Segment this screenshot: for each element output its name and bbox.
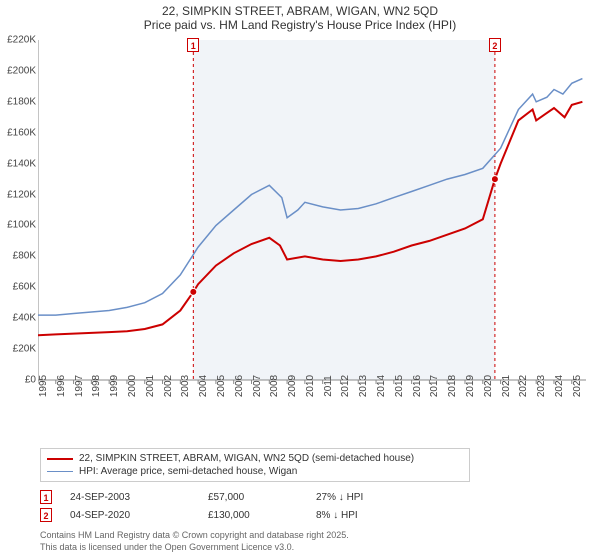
y-tick-label: £200K — [2, 65, 36, 76]
price-chart: £0£20K£40K£60K£80K£100K£120K£140K£160K£1… — [38, 38, 586, 408]
y-tick-label: £120K — [2, 189, 36, 200]
y-tick-label: £20K — [2, 344, 36, 355]
sale-date: 04-SEP-2020 — [70, 510, 190, 521]
chart-svg — [38, 38, 586, 408]
sale-point-row: 2 04-SEP-2020 £130,000 8% ↓ HPI — [40, 506, 596, 524]
chart-marker-2: 2 — [489, 38, 501, 52]
attribution-line: Contains HM Land Registry data © Crown c… — [40, 530, 596, 542]
chart-marker-1: 1 — [187, 38, 199, 52]
legend: 22, SIMPKIN STREET, ABRAM, WIGAN, WN2 5Q… — [40, 448, 470, 482]
sale-delta: 8% ↓ HPI — [316, 510, 358, 521]
legend-row: 22, SIMPKIN STREET, ABRAM, WIGAN, WN2 5Q… — [47, 452, 463, 465]
sale-price: £130,000 — [208, 510, 298, 521]
sale-point-list: 1 24-SEP-2003 £57,000 27% ↓ HPI 2 04-SEP-2020… — [40, 488, 596, 524]
y-tick-label: £140K — [2, 158, 36, 169]
y-tick-label: £0 — [2, 375, 36, 386]
subtitle: Price paid vs. HM Land Registry's House … — [0, 18, 600, 32]
legend-label: HPI: Average price, semi-detached house,… — [79, 466, 297, 477]
x-tick-label: 2025 — [572, 375, 600, 397]
y-tick-label: £160K — [2, 127, 36, 138]
attribution-line: This data is licensed under the Open Gov… — [40, 542, 596, 554]
y-tick-label: £100K — [2, 220, 36, 231]
attribution: Contains HM Land Registry data © Crown c… — [40, 530, 596, 553]
sale-point-row: 1 24-SEP-2003 £57,000 27% ↓ HPI — [40, 488, 596, 506]
legend-swatch — [47, 458, 73, 460]
legend-label: 22, SIMPKIN STREET, ABRAM, WIGAN, WN2 5Q… — [79, 453, 414, 464]
sale-price: £57,000 — [208, 492, 298, 503]
sale-date: 24-SEP-2003 — [70, 492, 190, 503]
y-tick-label: £60K — [2, 282, 36, 293]
address-title: 22, SIMPKIN STREET, ABRAM, WIGAN, WN2 5Q… — [0, 4, 600, 18]
sale-point-marker: 2 — [40, 508, 52, 522]
y-tick-label: £40K — [2, 313, 36, 324]
legend-row: HPI: Average price, semi-detached house,… — [47, 465, 463, 478]
sale-point-marker: 1 — [40, 490, 52, 504]
legend-swatch — [47, 471, 73, 472]
y-tick-label: £220K — [2, 35, 36, 46]
y-tick-label: £180K — [2, 96, 36, 107]
sale-delta: 27% ↓ HPI — [316, 492, 363, 503]
y-tick-label: £80K — [2, 251, 36, 262]
title-block: 22, SIMPKIN STREET, ABRAM, WIGAN, WN2 5Q… — [0, 0, 600, 32]
